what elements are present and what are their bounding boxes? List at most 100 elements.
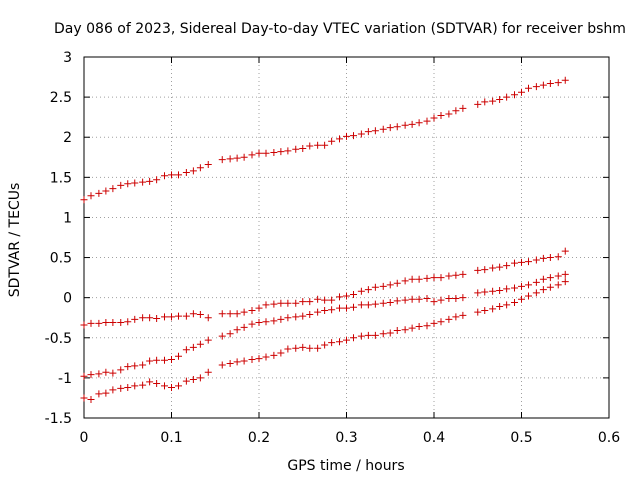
- data-point: [430, 319, 438, 327]
- data-point: [161, 313, 168, 321]
- data-point: [153, 380, 161, 388]
- data-point: [328, 339, 336, 347]
- data-point: [423, 322, 431, 330]
- data-point: [459, 294, 467, 302]
- data-point: [255, 355, 263, 363]
- data-point: [445, 110, 453, 118]
- data-point: [175, 312, 182, 320]
- data-point: [437, 112, 445, 120]
- data-point: [124, 384, 132, 392]
- data-point: [386, 298, 394, 306]
- x-tick-label: 0: [80, 430, 89, 446]
- data-point: [204, 336, 212, 344]
- data-point: [131, 315, 139, 323]
- data-point: [525, 292, 532, 300]
- data-point: [182, 169, 190, 177]
- data-point: [437, 318, 445, 326]
- data-point: [539, 81, 547, 89]
- data-point: [277, 299, 285, 307]
- data-point: [95, 370, 103, 378]
- data-point: [364, 331, 372, 339]
- data-point: [357, 332, 365, 340]
- x-tick-label: 0.3: [335, 430, 357, 446]
- data-point: [532, 278, 540, 286]
- data-point: [80, 372, 88, 380]
- series-3: [80, 270, 569, 380]
- data-point: [102, 389, 110, 397]
- data-point: [430, 274, 438, 282]
- data-point: [445, 294, 453, 302]
- data-point: [262, 149, 270, 157]
- data-point: [168, 171, 175, 179]
- data-point: [357, 130, 365, 138]
- data-point: [496, 96, 504, 104]
- data-point: [489, 305, 497, 313]
- data-point: [364, 128, 372, 136]
- data-point: [218, 361, 226, 369]
- series-2: [80, 247, 569, 329]
- data-point: [364, 301, 372, 309]
- data-point: [80, 321, 88, 329]
- data-point: [452, 294, 460, 302]
- y-tick-label: 1: [63, 210, 72, 226]
- data-point: [233, 310, 241, 318]
- data-point: [386, 281, 394, 289]
- data-point: [233, 326, 241, 334]
- data-point: [299, 144, 307, 152]
- data-point: [437, 296, 445, 304]
- data-point: [474, 308, 482, 316]
- data-point: [189, 375, 197, 383]
- data-point: [430, 298, 438, 306]
- data-point: [328, 137, 336, 145]
- data-point: [204, 368, 212, 376]
- x-tick-label: 0.1: [160, 430, 182, 446]
- data-point: [393, 297, 401, 305]
- data-point: [503, 301, 511, 309]
- data-point: [459, 311, 467, 319]
- ticks-layer: 0 0.1 0.2 0.3 0.4 0.5 0.6 -1.5 -1 -0.5 0 0.5 1 1.5 2 2.…: [45, 50, 621, 446]
- data-point: [474, 100, 482, 108]
- data-point: [189, 343, 197, 351]
- data-point: [481, 288, 489, 296]
- data-point: [561, 76, 569, 84]
- data-point: [350, 334, 357, 342]
- data-point: [124, 363, 132, 371]
- data-point: [518, 88, 525, 96]
- data-point: [255, 319, 263, 327]
- data-point: [554, 253, 562, 261]
- y-tick-label: 0.5: [50, 251, 72, 267]
- data-point: [124, 318, 132, 326]
- y-tick-label: 2.5: [50, 90, 72, 106]
- data-point: [489, 264, 497, 272]
- data-point: [511, 284, 518, 292]
- data-point: [270, 317, 278, 325]
- data-point: [546, 283, 554, 291]
- data-point: [102, 368, 110, 376]
- data-point: [314, 141, 322, 149]
- data-point: [532, 83, 540, 91]
- data-point: [102, 319, 110, 327]
- data-point: [554, 281, 562, 289]
- data-point: [554, 79, 562, 87]
- data-point: [240, 308, 248, 316]
- data-point: [321, 141, 329, 149]
- data-point: [408, 120, 416, 128]
- data-point: [336, 304, 343, 312]
- data-point: [131, 382, 139, 390]
- data-point: [226, 330, 234, 338]
- data-point: [452, 313, 460, 321]
- data-point: [350, 132, 357, 140]
- data-point: [240, 357, 248, 365]
- data-point: [109, 319, 117, 327]
- data-point: [328, 306, 336, 314]
- data-point: [371, 331, 379, 339]
- data-point: [284, 314, 292, 322]
- data-point: [196, 340, 204, 348]
- data-point: [518, 282, 525, 290]
- data-point: [153, 356, 161, 364]
- data-point: [87, 396, 95, 404]
- data-point: [546, 79, 554, 87]
- data-point: [146, 177, 154, 185]
- data-point: [95, 390, 103, 398]
- data-point: [270, 300, 278, 308]
